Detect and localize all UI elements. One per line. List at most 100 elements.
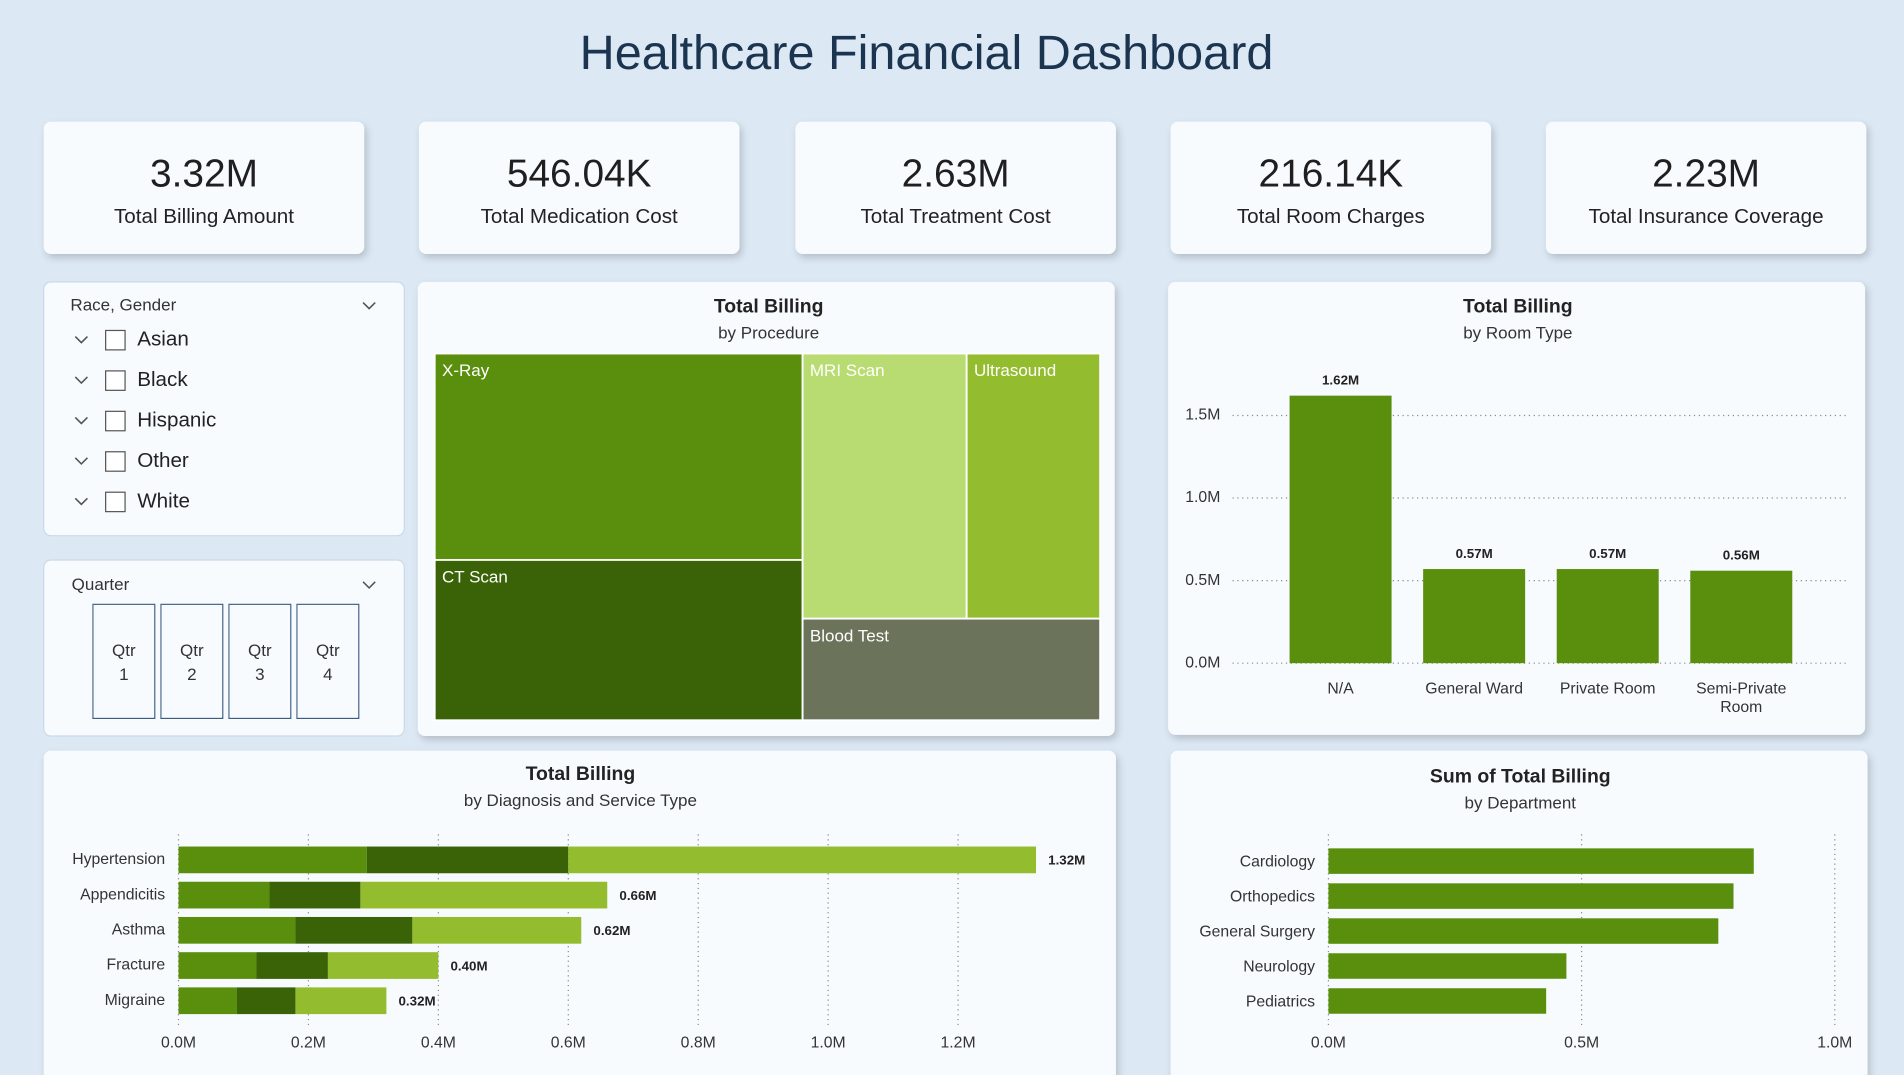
data-label: 0.57M (1589, 546, 1626, 561)
kpi-label: Total Room Charges (1237, 205, 1425, 228)
quarter-button[interactable]: Qtr 3 (228, 603, 292, 720)
quarter-button-text: Qtr 1 (112, 639, 136, 684)
x-tick-label-box: N/A (1327, 678, 1354, 698)
x-tick-label: 0.8M (681, 1034, 716, 1051)
filter-item: Hispanic (137, 409, 216, 432)
bar-segment (295, 916, 413, 944)
data-label: 0.40M (451, 958, 488, 973)
checkbox[interactable] (105, 370, 126, 391)
kpi-value: 216.14K (1258, 153, 1403, 196)
filter-item: White (137, 489, 190, 512)
x-tick-label: 1.0M (1817, 1034, 1852, 1051)
bar-segment (178, 881, 270, 909)
bar-segment (178, 846, 367, 874)
quarter-button[interactable]: Qtr 4 (296, 603, 360, 720)
x-tick-label: Semi-Private Room (1678, 679, 1804, 715)
y-tick-label: Migraine (105, 992, 166, 1009)
quarter-button[interactable]: Qtr 1 (92, 603, 156, 720)
x-tick-label: Private Room (1545, 679, 1671, 697)
filter-item: Asian (137, 328, 189, 351)
y-tick-label: 1.0M (1185, 489, 1220, 506)
chart-title: Total Billing (714, 296, 824, 318)
tile-label: X-Ray (442, 361, 490, 380)
kpi-label: Total Billing Amount (114, 205, 294, 228)
x-tick-label-box: Semi-Private Room (1678, 679, 1804, 715)
filter-item: Black (137, 368, 188, 391)
y-tick-label: Pediatrics (1246, 993, 1315, 1010)
bar (1690, 570, 1793, 664)
y-tick-label: 0.5M (1185, 572, 1220, 589)
tile-label: Blood Test (810, 626, 889, 645)
kpi-value: 3.32M (150, 153, 258, 196)
data-label: 1.62M (1322, 373, 1359, 388)
dashboard-title: Healthcare Financial Dashboard (580, 26, 1274, 80)
bar-segment (236, 987, 296, 1015)
expand-chevron (74, 457, 88, 466)
filter-title: Race, Gender (70, 296, 176, 315)
chart-subtitle: by Diagnosis and Service Type (464, 791, 697, 810)
y-tick-label: Orthopedics (1230, 888, 1315, 905)
quarter-button-box: Qtr 1 (92, 603, 156, 720)
checkbox[interactable] (105, 410, 126, 432)
bar (1556, 569, 1659, 664)
kpi-value: 2.63M (902, 153, 1010, 196)
quarter-button-box: Qtr 4 (296, 603, 360, 720)
tile-label: Ultrasound (974, 361, 1056, 380)
y-tick-label: General Surgery (1199, 923, 1315, 940)
y-tick-label: Asthma (112, 921, 166, 938)
expand-chevron (74, 416, 88, 425)
checkbox[interactable] (105, 329, 126, 351)
bar-segment (412, 916, 582, 944)
bar (1328, 953, 1567, 979)
kpi-card (43, 121, 365, 254)
bar-segment (360, 881, 608, 909)
checkbox[interactable] (105, 451, 126, 472)
x-tick-label: 0.2M (291, 1034, 326, 1051)
bar (1328, 918, 1719, 944)
chart-title: Total Billing (526, 763, 636, 785)
kpi-label: Total Treatment Cost (860, 205, 1051, 228)
y-tick-label: Appendicitis (80, 886, 165, 903)
checkbox[interactable] (105, 491, 126, 513)
treemap-tile (965, 352, 1102, 620)
filter-item: Other (137, 449, 189, 472)
bar-segment (295, 987, 387, 1015)
data-label: 0.62M (593, 923, 630, 938)
bar-segment (568, 846, 1037, 874)
x-tick-label-text: N/A (1327, 678, 1354, 698)
y-tick-label: Fracture (106, 957, 165, 974)
x-tick-label: 0.5M (1564, 1034, 1599, 1051)
tile-label: MRI Scan (810, 361, 885, 380)
kpi-card (418, 121, 740, 254)
expand-chevron (74, 376, 88, 385)
x-tick-label: 0.6M (551, 1034, 586, 1051)
treemap-tile (433, 559, 804, 722)
quarter-button-text: Qtr 3 (248, 639, 272, 684)
x-tick-label: 0.0M (1311, 1034, 1346, 1051)
bar (1289, 395, 1392, 664)
bar-segment (327, 952, 439, 979)
x-tick-label-text: Semi-Private Room (1696, 678, 1787, 716)
bar-segment (269, 881, 361, 909)
quarter-button-box: Qtr 2 (160, 603, 224, 720)
quarter-button[interactable]: Qtr 2 (160, 603, 224, 720)
tile-label: CT Scan (442, 568, 508, 587)
data-label: 0.66M (619, 888, 656, 903)
expand-chevron (74, 497, 88, 506)
x-tick-label-text: Private Room (1559, 678, 1656, 698)
dropdown-chevron (362, 301, 376, 310)
data-label: 0.56M (1723, 548, 1760, 563)
treemap-tile (433, 352, 804, 561)
bar (1328, 848, 1754, 874)
chart-title: Total Billing (1463, 296, 1573, 318)
quarter-button-text: Qtr 2 (180, 639, 204, 684)
filter-title: Quarter (72, 575, 130, 594)
y-tick-label: Neurology (1243, 958, 1315, 975)
data-label: 0.57M (1456, 546, 1493, 561)
x-tick-label: 1.0M (811, 1034, 846, 1051)
chart-subtitle: by Procedure (718, 324, 819, 343)
kpi-label: Total Medication Cost (481, 205, 678, 228)
chart-panel (1168, 281, 1866, 735)
kpi-card (1545, 121, 1867, 254)
